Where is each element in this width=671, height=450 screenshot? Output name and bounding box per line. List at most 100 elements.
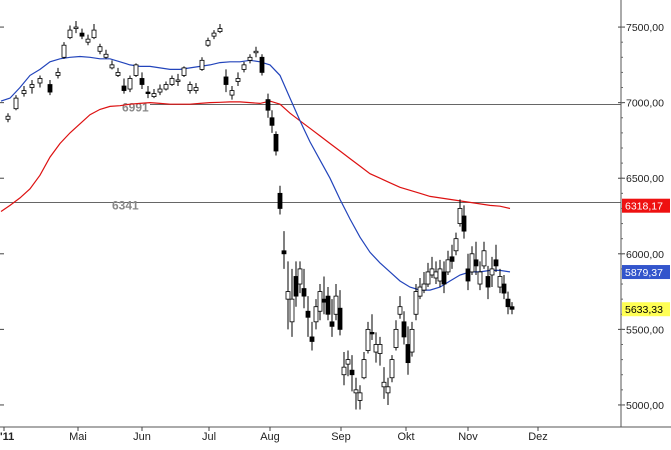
candle — [79, 28, 85, 40]
value-badges-layer: 6318,17 5879,37 5633,33 — [622, 198, 670, 317]
candle — [285, 261, 291, 330]
candle — [205, 37, 211, 47]
candle-body — [325, 295, 331, 315]
candle-body — [85, 38, 91, 43]
candle — [497, 268, 503, 294]
candle-body — [457, 208, 463, 224]
candle-body — [389, 359, 395, 379]
value-badge-label: 5879,37 — [625, 267, 663, 279]
candles-layer — [5, 21, 515, 410]
value-badge-bg — [622, 198, 670, 213]
candle-body — [157, 88, 163, 93]
candle — [91, 24, 97, 40]
candle-body — [5, 115, 11, 120]
candle — [199, 57, 205, 71]
candle-body — [345, 359, 351, 365]
candle — [293, 261, 299, 307]
candle — [485, 265, 491, 300]
candle-body — [417, 286, 423, 297]
candle-body — [445, 259, 451, 273]
candle — [37, 75, 43, 88]
candle — [301, 268, 307, 309]
candle — [341, 352, 347, 386]
candle-body — [401, 321, 407, 338]
candle-body — [73, 26, 79, 29]
candle-body — [469, 253, 475, 273]
candle-body — [357, 392, 363, 401]
candle — [461, 205, 467, 239]
value-badge: 5633,33 — [622, 302, 670, 317]
candle — [381, 367, 387, 399]
candle-body — [305, 310, 311, 318]
candle-body — [333, 295, 339, 315]
candle-body — [493, 259, 499, 267]
candle-body — [21, 90, 27, 94]
candle — [421, 271, 427, 294]
candle-body — [281, 250, 287, 255]
candle-body — [109, 64, 115, 69]
candle — [313, 299, 319, 330]
candle-body — [217, 28, 223, 33]
candle — [445, 250, 451, 275]
candle-body — [301, 288, 307, 297]
candle-body — [91, 29, 97, 39]
candle-body — [441, 271, 447, 285]
candle — [127, 75, 133, 93]
candle — [501, 274, 507, 300]
candle-body — [497, 276, 503, 288]
candle-body — [79, 32, 85, 37]
candle-body — [373, 344, 379, 353]
candle-body — [67, 29, 73, 39]
candle — [357, 385, 363, 410]
candle-body — [121, 85, 127, 91]
candle — [413, 284, 419, 321]
candle — [47, 79, 53, 96]
candle — [73, 21, 79, 34]
candle-body — [369, 331, 375, 335]
x-axis-labels-layer: '11 Mai Jun Jul Aug Sep Okt Nov Dez — [0, 427, 548, 443]
candle-body — [127, 78, 133, 90]
x-tick-label: Nov — [458, 431, 478, 443]
candle-body — [361, 359, 367, 379]
candle-body — [265, 99, 271, 111]
candle-body — [385, 386, 391, 394]
candle-body — [481, 250, 487, 267]
x-tick-label: Jul — [202, 431, 216, 443]
candle-body — [317, 291, 323, 312]
candle-body — [29, 84, 35, 88]
candle — [181, 66, 187, 77]
candle-body — [485, 276, 491, 288]
value-badge: 6318,17 — [622, 198, 670, 213]
candle-body — [453, 238, 459, 252]
candle — [389, 355, 395, 383]
x-tick-label: Aug — [260, 431, 280, 443]
candle — [409, 321, 415, 357]
candle-body — [181, 67, 187, 76]
candle-body — [115, 72, 121, 76]
x-tick-label: Sep — [331, 431, 351, 443]
candle-body — [175, 79, 181, 82]
candle-body — [259, 56, 265, 73]
axis-layer: 5000,00 5500,00 6000,00 6500,00 7000,00 7500,… — [0, 0, 671, 428]
candle-body — [397, 306, 403, 315]
candle — [229, 86, 235, 100]
candle-body — [353, 389, 359, 394]
candle-body — [235, 78, 241, 82]
candle-body — [297, 268, 303, 285]
candle-body — [393, 328, 399, 348]
candle-body — [329, 321, 335, 327]
candle — [477, 261, 483, 291]
candle — [405, 326, 411, 375]
candle — [169, 75, 175, 87]
candle-body — [473, 259, 479, 267]
candle — [247, 54, 253, 64]
candle — [325, 287, 331, 321]
candle — [297, 261, 303, 294]
candle-body — [477, 271, 483, 285]
candle — [401, 311, 407, 345]
candle-body — [229, 90, 235, 96]
candle — [329, 299, 335, 337]
candle — [29, 79, 35, 94]
